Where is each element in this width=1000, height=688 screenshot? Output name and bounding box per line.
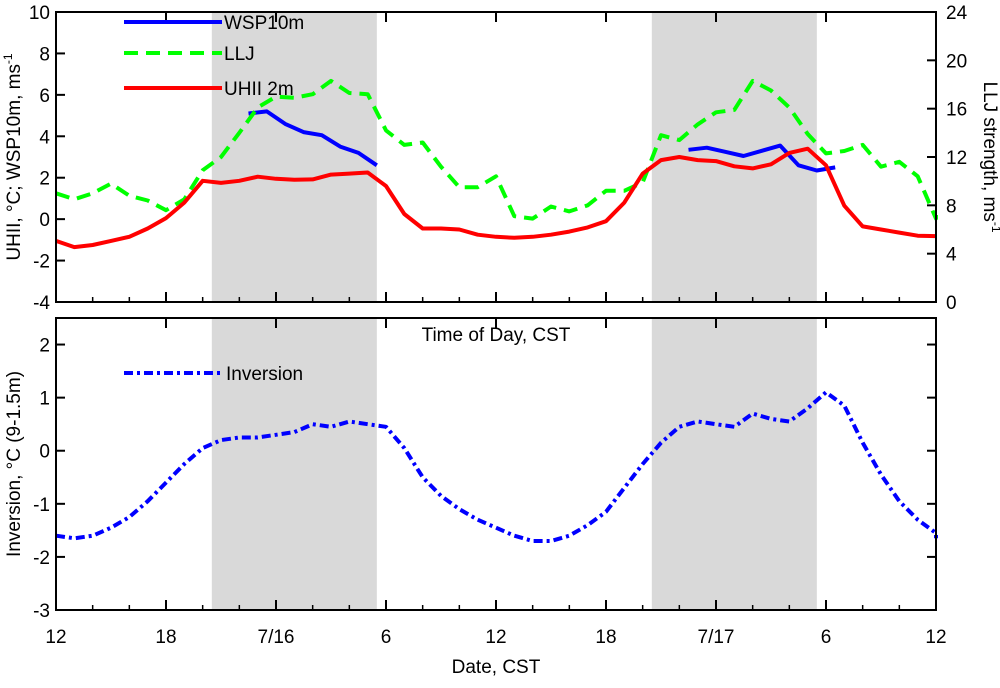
xtick-label-5: 18	[595, 627, 616, 648]
top-y2tick-label-4: 16	[946, 100, 967, 121]
top-y2tick-label-6: 24	[946, 3, 968, 24]
top-ytick-label-4: 4	[39, 127, 50, 148]
legend-label-1: LLJ	[224, 44, 255, 65]
xtick-label-7: 6	[821, 627, 832, 648]
top-y-axis-label-superscript: -1	[1, 53, 15, 64]
bottom-x-axis-label: Date, CST	[452, 657, 541, 678]
night-shading-1-0	[211, 318, 377, 610]
top-y2tick-label-3: 12	[946, 148, 967, 169]
series-inversion-line-0	[55, 390, 938, 543]
top-y2tick-label-0: 0	[946, 293, 957, 314]
top-y2-axis-label-text: LLJ strength, ms	[979, 81, 1000, 221]
legend-label-bottom-0: Inversion	[226, 364, 303, 385]
top-y-axis-label: UHII, °C; WSP10m, ms-1	[1, 53, 25, 261]
top-ytick-label-5: 6	[39, 86, 50, 107]
legend-label-0: WSP10m	[224, 13, 304, 34]
xtick-label-8: 12	[925, 627, 946, 648]
shaded-periods	[211, 12, 817, 610]
series-uhii-2m-line-0	[55, 146, 937, 250]
top-y2-axis-label-superscript: -1	[989, 222, 1000, 233]
xtick-label-3: 6	[381, 627, 392, 648]
top-y2tick-label-2: 8	[946, 196, 957, 217]
top-ytick-label-0: -4	[33, 293, 50, 314]
top-y2-axis-label: LLJ strength, ms-1	[979, 81, 1000, 232]
xtick-label-0: 12	[45, 627, 66, 648]
top-ytick-label-1: -2	[33, 252, 50, 273]
xtick-label-2: 7/16	[258, 627, 295, 648]
series-layer	[55, 78, 938, 543]
bottom-ytick-label-5: 2	[39, 336, 50, 357]
top-x-axis-label: Time of Day, CST	[422, 325, 571, 346]
xtick-label-4: 12	[485, 627, 506, 648]
night-shading-1-1	[651, 318, 817, 610]
bottom-ytick-label-3: 0	[39, 442, 50, 463]
bottom-ytick-label-0: -3	[33, 601, 50, 622]
top-ytick-label-7: 10	[29, 3, 50, 24]
legend-label-2: UHII 2m	[224, 79, 294, 100]
top-y2tick-label-1: 4	[946, 245, 957, 266]
night-shading-0-0	[211, 12, 377, 302]
bottom-ytick-label-1: -2	[33, 548, 50, 569]
top-ytick-label-3: 2	[39, 169, 50, 190]
series-wsp10m-line-0	[248, 109, 378, 167]
top-ytick-label-6: 8	[39, 44, 50, 65]
xtick-label-1: 18	[155, 627, 176, 648]
bottom-ytick-label-4: 1	[39, 389, 50, 410]
bottom-y-axis-label: Inversion, °C (9-1.5m)	[4, 371, 25, 557]
top-y2tick-label-5: 20	[946, 51, 967, 72]
top-ytick-label-2: 0	[39, 210, 50, 231]
bottom-ytick-label-2: -1	[33, 495, 50, 516]
series-llj-line-0	[55, 78, 938, 221]
legend-layer: WSP10m LLJ UHII 2m Inversion	[124, 13, 304, 385]
top-y-axis-label-text: UHII, °C; WSP10m, ms	[4, 64, 25, 261]
series-wsp10m-line-1	[688, 143, 836, 173]
xtick-label-6: 7/17	[698, 627, 735, 648]
